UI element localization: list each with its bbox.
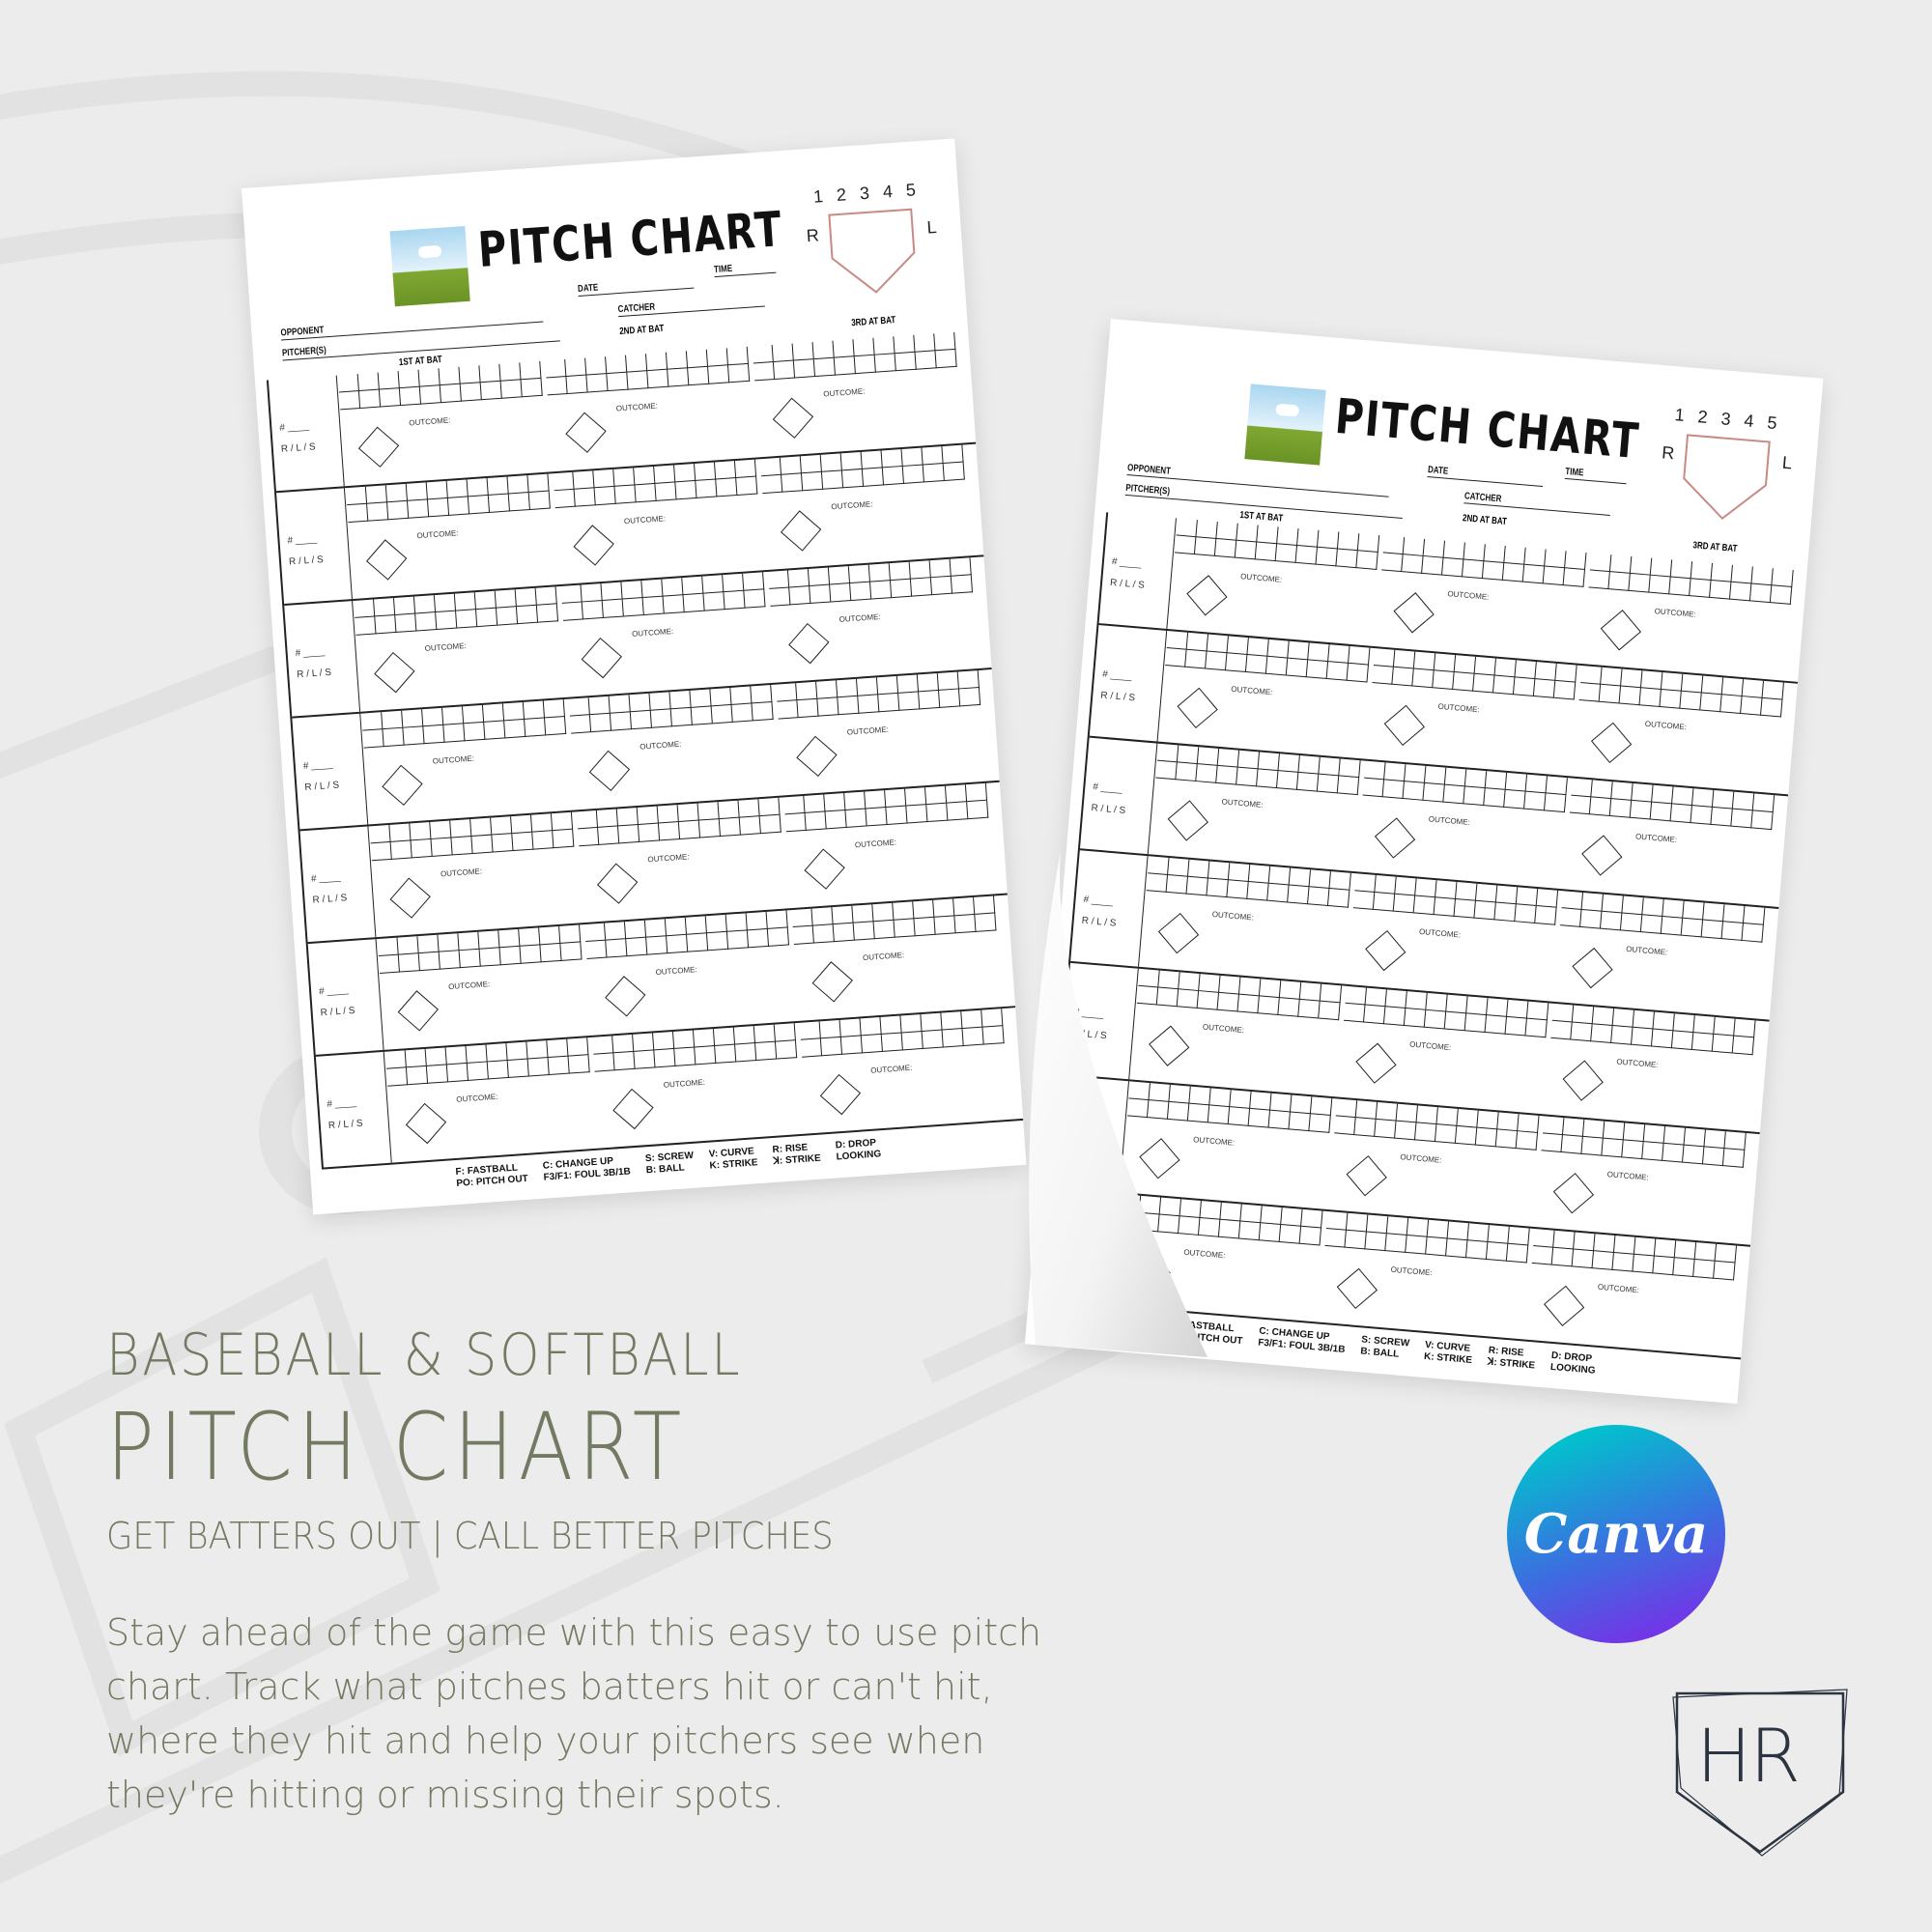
product-description: Stay ahead of the game with this easy to… bbox=[106, 1611, 1042, 1816]
home-plate-icon bbox=[1683, 434, 1771, 521]
headline-product: PITCH CHART bbox=[106, 1393, 687, 1501]
home-plate-icon bbox=[1672, 1689, 1848, 1857]
sheet-header: PITCH CHART 1 2 3 4 5 R L DATE TIME OPPO… bbox=[1094, 319, 1823, 571]
strike-zone-diagram: 1 2 3 4 5 R L bbox=[803, 178, 956, 313]
headline-sport: BASEBALL & SOFTBALL bbox=[106, 1321, 743, 1389]
strike-zone-diagram: 1 2 3 4 5 R L bbox=[1656, 404, 1810, 541]
pitch-chart-sheet-back: PITCH CHART 1 2 3 4 5 R L DATE TIME OPPO… bbox=[242, 138, 1027, 1215]
canva-logo-text: Canva bbox=[1523, 1502, 1709, 1566]
tagline: GET BATTERS OUT | CALL BETTER PITCHES bbox=[106, 1515, 834, 1557]
canva-badge: Canva bbox=[1507, 1425, 1725, 1643]
sheet-header: PITCH CHART 1 2 3 4 5 R L DATE TIME OPPO… bbox=[242, 138, 968, 381]
brand-logo-text: HR bbox=[1696, 1713, 1801, 1799]
pitch-chart-sheet-front: PITCH CHART 1 2 3 4 5 R L DATE TIME OPPO… bbox=[1024, 319, 1824, 1405]
hr-brand-logo: HR bbox=[1669, 1686, 1851, 1860]
home-plate-icon bbox=[828, 208, 916, 294]
